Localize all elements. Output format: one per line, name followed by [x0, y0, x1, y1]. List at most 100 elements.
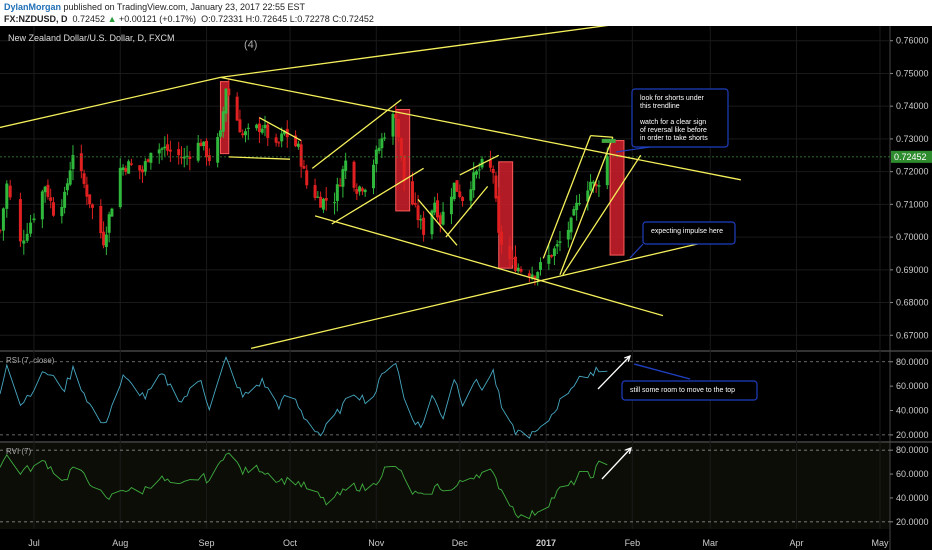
- candle-up: [60, 207, 64, 217]
- rsi-line: [0, 356, 608, 439]
- candle-up: [572, 209, 576, 216]
- candle-up: [555, 244, 559, 247]
- annotation-impulse-connector: [629, 243, 644, 259]
- candle-down: [438, 215, 442, 225]
- x-tick-label: Apr: [790, 538, 804, 548]
- trendline[interactable]: [562, 154, 642, 276]
- annotation-impulse-box: [642, 221, 736, 245]
- price-change: +0.00121 (+0.17%): [119, 14, 197, 24]
- candle-up: [566, 229, 570, 240]
- low-value: 0.72278: [297, 14, 330, 24]
- trendline[interactable]: [331, 167, 424, 225]
- candle-up: [321, 198, 325, 210]
- candle-down: [51, 202, 55, 216]
- candle-up: [472, 172, 476, 191]
- candle-down: [511, 257, 515, 259]
- candle-down: [88, 194, 92, 205]
- candle-down: [594, 184, 598, 186]
- candle-up: [335, 184, 339, 201]
- candle-down: [199, 142, 203, 147]
- candle-up: [29, 222, 33, 234]
- candle-down: [8, 185, 12, 198]
- publish-info: DylanMorgan published on TradingView.com…: [4, 2, 305, 12]
- trendline[interactable]: [314, 215, 664, 317]
- annotation-rsi-text: still some room to move to the top: [630, 387, 735, 394]
- candle-down: [138, 165, 142, 171]
- candle-down: [355, 189, 359, 194]
- author-link[interactable]: DylanMorgan: [4, 2, 62, 12]
- annotation-shorts-text: look for shorts under: [640, 95, 704, 102]
- candle-up: [65, 183, 69, 191]
- candle-up: [104, 234, 108, 247]
- trendline[interactable]: [590, 134, 613, 138]
- rvi-y-tick-label: 20.0000: [896, 517, 929, 527]
- candle-down: [274, 137, 278, 143]
- candle-up: [263, 124, 267, 129]
- trendline[interactable]: [228, 156, 291, 160]
- candle-down: [302, 166, 306, 169]
- trendline[interactable]: [417, 199, 458, 246]
- trendline[interactable]: [220, 26, 615, 79]
- candle-up: [333, 202, 337, 204]
- candle-up: [244, 131, 247, 136]
- candle-up: [605, 156, 609, 186]
- trendline[interactable]: [259, 117, 302, 142]
- candle-up: [380, 138, 384, 149]
- projection-box: [609, 140, 625, 256]
- candle-down: [500, 231, 504, 245]
- high-value: 0.72645: [254, 14, 288, 24]
- candle-up: [157, 149, 161, 154]
- candle-down: [146, 159, 150, 162]
- candle-down: [338, 185, 342, 187]
- candle-down: [207, 155, 211, 162]
- rvi-up-arrow-icon: [601, 447, 632, 480]
- symbol-name[interactable]: FX:NZDUSD, D: [4, 14, 68, 24]
- rsi-title: RSI (7, close): [6, 356, 55, 365]
- candle-up: [419, 219, 423, 221]
- candle-down: [461, 197, 465, 202]
- x-tick-label: Mar: [702, 538, 718, 548]
- candle-up: [5, 183, 9, 209]
- trendline[interactable]: [445, 185, 489, 238]
- candle-down: [550, 255, 554, 257]
- candle-down: [491, 168, 495, 174]
- chart-canvas[interactable]: Jul Aug Sep Oct Nov Dec 2017 Feb Mar Apr May 0.7600…: [0, 26, 932, 550]
- open-label: O:: [201, 14, 211, 24]
- trendline[interactable]: [542, 135, 592, 259]
- candle-up: [441, 211, 445, 225]
- candle-up: [149, 152, 153, 163]
- trendline[interactable]: [559, 137, 614, 275]
- candle-up: [127, 161, 131, 174]
- trendline[interactable]: [250, 236, 728, 349]
- candle-down: [46, 184, 50, 197]
- candle-down: [241, 133, 245, 136]
- candle-up: [569, 217, 573, 233]
- candle-down: [141, 169, 145, 173]
- annotation-shorts-text: in order to take shorts: [640, 135, 708, 142]
- trendline[interactable]: [0, 76, 221, 129]
- candle-up: [358, 186, 362, 192]
- current-price-label: 0.72452: [894, 152, 927, 162]
- rsi-up-arrow-icon-head: [624, 354, 631, 362]
- rsi-y-tick-label: 40.0000: [896, 406, 929, 416]
- candle-up: [530, 274, 534, 279]
- candle-up: [25, 233, 29, 241]
- y-tick-label: 0.68000: [896, 298, 929, 308]
- candle-down: [313, 185, 317, 198]
- candle-down: [277, 142, 281, 144]
- candle-up: [477, 169, 481, 171]
- trendline[interactable]: [311, 99, 402, 169]
- rvi-pane-background: [0, 443, 890, 529]
- trendline[interactable]: [220, 76, 741, 181]
- candle-down: [402, 155, 406, 183]
- candle-up: [202, 141, 206, 147]
- close-value: 0.72452: [341, 14, 374, 24]
- candle-up: [280, 133, 284, 142]
- candle-up: [430, 210, 434, 235]
- trendline[interactable]: [459, 154, 500, 176]
- candle-up: [196, 142, 200, 161]
- candle-up: [22, 240, 26, 244]
- candle-up: [377, 147, 381, 151]
- candle-down: [90, 204, 94, 208]
- low-label: L:: [289, 14, 298, 24]
